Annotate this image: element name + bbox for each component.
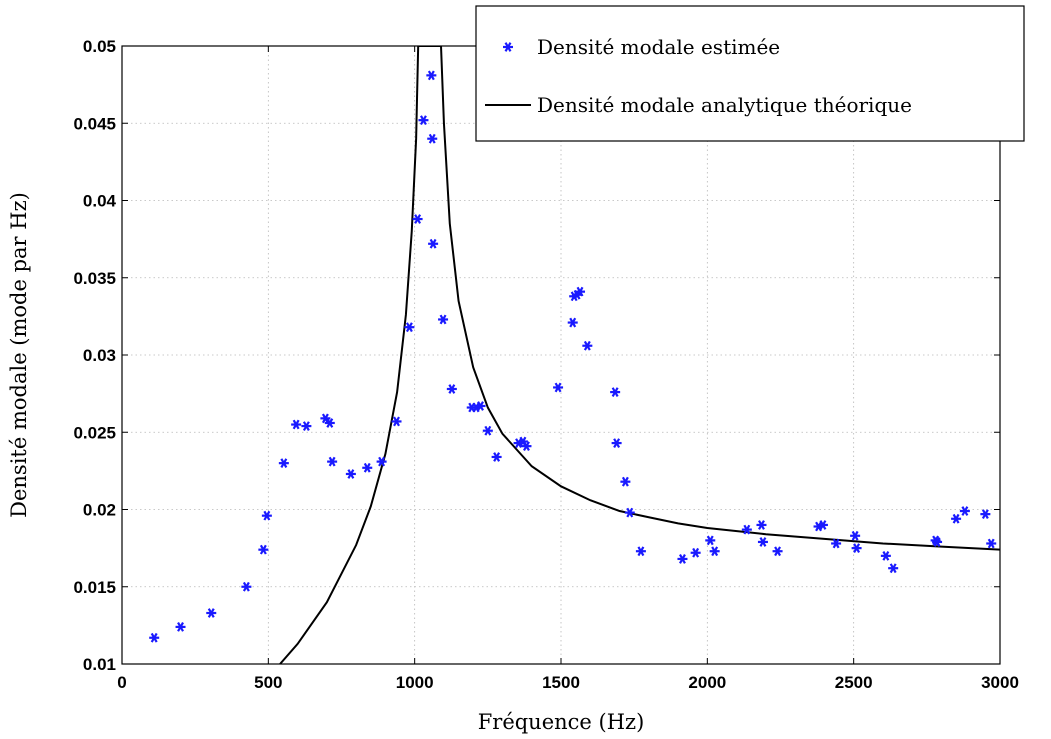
- y-tick-label: 0.01: [83, 655, 116, 674]
- y-tick-label: 0.045: [73, 114, 116, 133]
- y-tick-label: 0.025: [73, 423, 116, 442]
- y-tick-label: 0.05: [83, 37, 116, 56]
- legend-box: [475, 5, 1025, 142]
- y-tick-label: 0.04: [83, 192, 117, 211]
- y-tick-label: 0.03: [83, 346, 116, 365]
- x-tick-label: 2000: [688, 673, 726, 692]
- y-axis-title: Densité modale (mode par Hz): [7, 192, 31, 518]
- legend-label-analytic: Densité modale analytique théorique: [537, 93, 912, 117]
- tick-labels: 0 500 1000 1500 2000 2500 3000 0.01 0.015 0.02 0.0…: [73, 37, 1018, 692]
- legend-label-estimated: Densité modale estimée: [537, 35, 780, 59]
- x-tick-label: 3000: [981, 673, 1019, 692]
- y-tick-label: 0.035: [73, 269, 116, 288]
- x-tick-label: 500: [254, 673, 282, 692]
- x-tick-label: 0: [117, 673, 126, 692]
- y-tick-label: 0.02: [83, 501, 116, 520]
- x-tick-label: 1500: [542, 673, 580, 692]
- x-tick-label: 2500: [835, 673, 873, 692]
- plot-area: [122, 46, 1000, 664]
- x-axis-title: Fréquence (Hz): [478, 710, 645, 734]
- legend: Densité modale estimée Densité modale an…: [475, 5, 1025, 142]
- x-tick-label: 1000: [396, 673, 434, 692]
- y-tick-label: 0.015: [73, 578, 116, 597]
